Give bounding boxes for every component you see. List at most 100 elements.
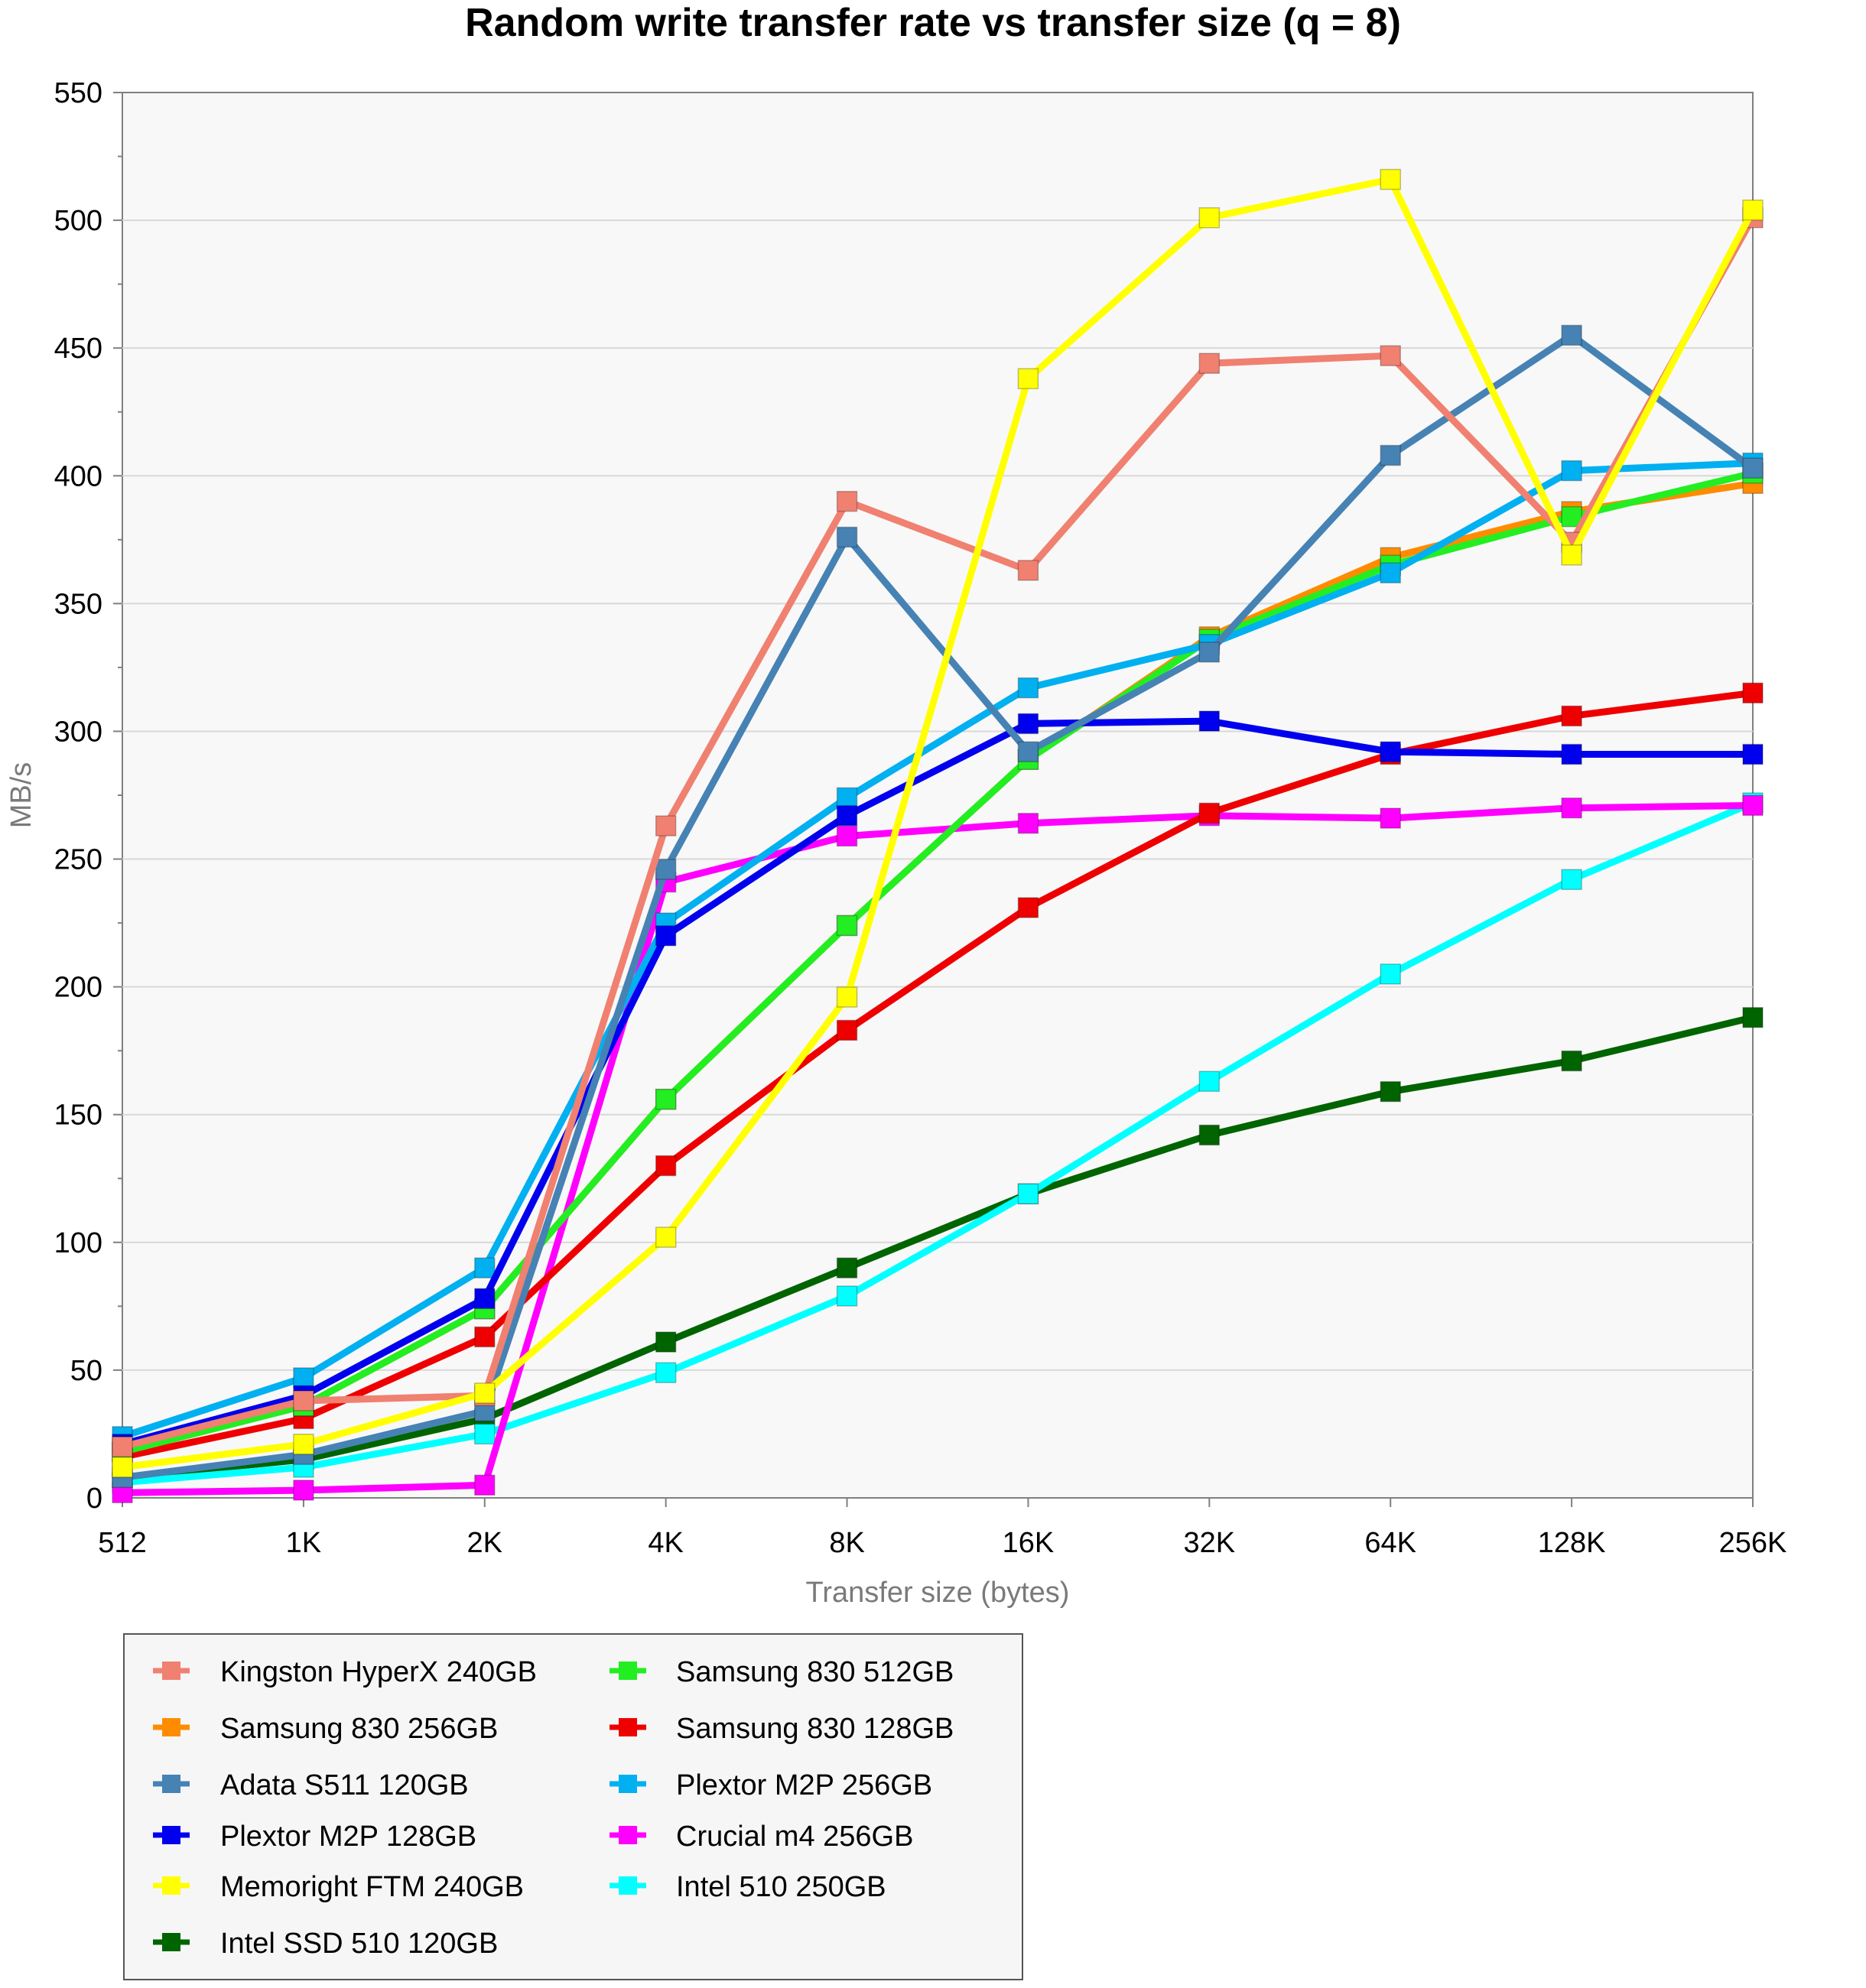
data-point [1742, 743, 1764, 765]
data-point [1561, 1050, 1582, 1072]
series-line [122, 799, 1754, 1486]
legend-item: Crucial m4 256GB [610, 1821, 913, 1853]
legend-label: Adata S511 120GB [220, 1769, 469, 1801]
legend-item: Kingston HyperX 240GB [153, 1656, 537, 1688]
legend-swatch-marker [162, 1933, 180, 1951]
x-tick-label: 1K [286, 1527, 321, 1559]
data-point [1198, 1070, 1221, 1093]
legend-swatch-marker [619, 1876, 637, 1895]
legend-item: Samsung 830 512GB [610, 1656, 954, 1688]
data-point [1742, 682, 1764, 704]
data-point [1561, 505, 1582, 528]
data-point [474, 1288, 496, 1310]
legend-label: Samsung 830 256GB [220, 1713, 498, 1745]
data-point [293, 1390, 314, 1411]
data-point [836, 787, 858, 809]
series-lines [112, 168, 1764, 1504]
data-point [1017, 713, 1039, 735]
legend-label: Samsung 830 128GB [676, 1713, 954, 1745]
legend-item: Intel SSD 510 120GB [153, 1928, 498, 1960]
legend-label: Plextor M2P 128GB [220, 1821, 476, 1853]
legend-swatch-marker [619, 1775, 637, 1793]
chart-title: Random write transfer rate vs transfer s… [465, 1, 1401, 45]
x-tick-label: 64K [1364, 1527, 1416, 1559]
series-line [121, 717, 1753, 1448]
series-line [122, 689, 1754, 1460]
data-point [836, 804, 858, 827]
data-point [1380, 1080, 1401, 1103]
series-3 [112, 710, 1764, 1455]
x-tick-label: 16K [1003, 1527, 1055, 1559]
data-point [1742, 794, 1764, 817]
series-line [122, 1014, 1754, 1481]
legend-swatch-marker [162, 1718, 180, 1736]
y-tick-label: 550 [54, 77, 102, 109]
legend-item: Memoright FTM 240GB [153, 1871, 524, 1903]
data-point [112, 1457, 133, 1478]
series-line [122, 175, 1756, 1471]
legend: Kingston HyperX 240GB Samsung 830 256GB Ad… [123, 1633, 1023, 1980]
data-point [836, 526, 858, 548]
data-point [1380, 168, 1401, 190]
data-point [293, 1434, 314, 1455]
gridlines [122, 219, 1753, 1371]
y-axis-label: MB/s [5, 762, 37, 829]
y-tick-label: 150 [54, 1100, 102, 1132]
y-tick-label: 300 [54, 716, 102, 748]
legend-item: Plextor M2P 256GB [610, 1769, 932, 1801]
y-axis-ticks: 0 50 100 150 200 250 300 350 400 450 500 550 [54, 77, 122, 1515]
data-point [655, 1331, 677, 1353]
data-point [1742, 1006, 1764, 1028]
x-tick-label: 4K [648, 1527, 683, 1559]
data-point [1017, 897, 1039, 918]
x-axis-label: Transfer size (bytes) [806, 1577, 1070, 1609]
x-tick-label: 2K [467, 1527, 502, 1559]
data-point [655, 1362, 677, 1384]
data-point [1561, 743, 1582, 765]
legend-swatch-marker [619, 1662, 637, 1680]
data-point [836, 986, 858, 1008]
legend-label: Memoright FTM 240GB [220, 1871, 524, 1903]
legend-label: Intel SSD 510 120GB [220, 1928, 498, 1960]
y-tick-label: 250 [54, 844, 102, 876]
data-point [1017, 368, 1039, 390]
data-point [1198, 642, 1221, 663]
data-point [1561, 460, 1582, 482]
legend-swatch-marker [162, 1876, 180, 1895]
data-point [474, 1257, 496, 1278]
data-point [1198, 710, 1221, 732]
legend-swatch-marker [162, 1826, 180, 1844]
data-point [293, 1367, 314, 1389]
x-tick-label: 512 [98, 1527, 146, 1559]
legend-item: Samsung 830 128GB [610, 1713, 954, 1745]
y-tick-label: 350 [54, 588, 102, 620]
data-point [1561, 797, 1582, 819]
data-point [655, 925, 677, 947]
series-line [121, 469, 1754, 1456]
data-point [112, 1436, 133, 1457]
y-tick-label: 200 [54, 972, 102, 1004]
legend-label: Plextor M2P 256GB [676, 1769, 932, 1801]
y-tick-label: 450 [54, 333, 102, 365]
legend-box [123, 1633, 1023, 1980]
data-point [1380, 444, 1401, 466]
data-point [474, 1423, 496, 1445]
data-point [836, 490, 858, 512]
data-point [1198, 802, 1221, 824]
data-point [1742, 457, 1764, 479]
y-tick-label: 0 [86, 1483, 102, 1515]
legend-item: Adata S511 120GB [153, 1769, 469, 1801]
x-tick-label: 8K [829, 1527, 864, 1559]
x-tick-label: 128K [1538, 1527, 1606, 1559]
legend-swatch-marker [619, 1826, 637, 1844]
data-point [1561, 544, 1582, 566]
legend-label: Crucial m4 256GB [676, 1821, 913, 1853]
plot-area [122, 92, 1754, 1499]
data-point [655, 815, 677, 836]
legend-item: Samsung 830 256GB [153, 1713, 498, 1745]
data-point [1017, 677, 1039, 699]
data-point [1017, 741, 1039, 762]
data-point [836, 1257, 858, 1278]
data-point [1380, 807, 1401, 829]
data-point [655, 1088, 677, 1110]
